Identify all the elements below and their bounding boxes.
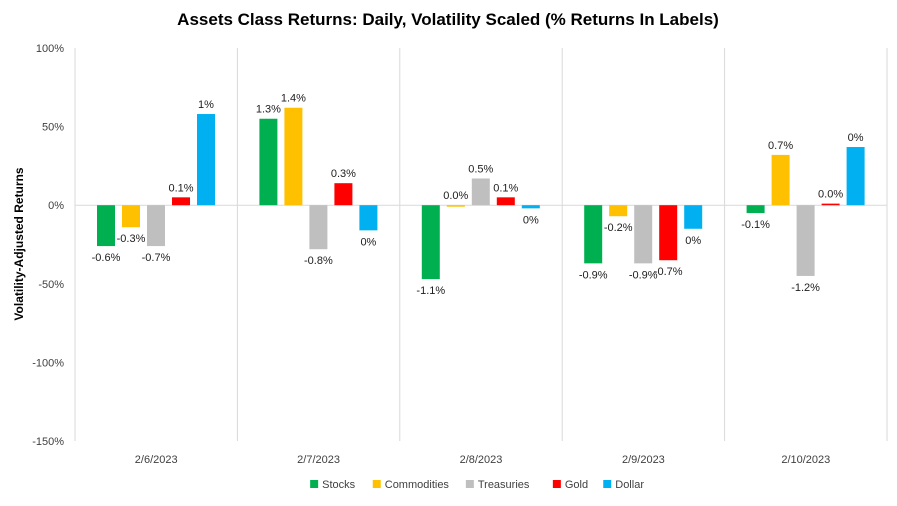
data-label-layer: -0.6% 1.3% -1.1% -0.9% -0.1% -0.3% 1.4% 0.0% -0.… (92, 93, 864, 297)
legend-swatch-gold (552, 480, 561, 488)
bar-treasuries (309, 205, 328, 250)
chart-title: Assets Class Returns: Daily, Volatility … (177, 10, 719, 29)
data-label: 1.4% (281, 93, 306, 105)
bar-treasuries (147, 205, 165, 247)
data-label: -0.1% (741, 219, 770, 231)
bar-stocks (746, 205, 765, 214)
legend-label-stocks: Stocks (322, 479, 356, 491)
data-label: 0.1% (493, 182, 518, 194)
data-label: 0.7% (768, 140, 793, 152)
legend-label-gold: Gold (565, 479, 588, 491)
bar-stocks (97, 205, 115, 247)
legend-swatch-treasuries (465, 480, 474, 488)
x-tick-label: 2/9/2023 (622, 454, 665, 466)
x-tick-label: 2/8/2023 (460, 454, 503, 466)
bar-gold (334, 183, 353, 206)
data-label: 0.3% (331, 168, 356, 180)
x-tick-label: 2/7/2023 (297, 454, 340, 466)
y-axis-label: Volatility-Adjusted Returns (12, 167, 26, 320)
data-label: 1% (198, 99, 214, 111)
y-tick-label: -50% (38, 279, 64, 291)
data-label: -0.7% (142, 252, 171, 264)
bar-gold (172, 197, 190, 206)
y-tick-label: 100% (36, 43, 64, 55)
bar-treasuries (634, 205, 653, 264)
data-label: 0% (848, 132, 864, 144)
bar-commodities (609, 205, 628, 217)
data-label: -1.1% (416, 285, 445, 297)
bar-commodities (446, 205, 465, 207)
legend-swatch-dollar (603, 480, 612, 488)
bar-commodities (771, 154, 790, 206)
bar-gold (496, 197, 515, 206)
bar-dollar (521, 205, 540, 209)
bar-commodities (284, 107, 303, 206)
data-label: 0% (685, 235, 701, 247)
y-tick-label: -150% (32, 436, 64, 448)
legend-label-dollar: Dollar (615, 479, 644, 491)
bar-commodities (122, 205, 140, 228)
data-label: -1.2% (791, 282, 820, 294)
y-tick-label: -100% (32, 357, 64, 369)
data-label: 0.0% (818, 189, 843, 201)
y-tick-label: 0% (48, 200, 64, 212)
legend-swatch-stocks (310, 480, 319, 488)
x-tick-label: 2/6/2023 (135, 454, 178, 466)
legend-label-treasuries: Treasuries (478, 479, 530, 491)
legend-swatch-commodities (372, 480, 381, 488)
bar-stocks (584, 205, 603, 264)
data-label: 0.5% (468, 163, 493, 175)
y-tick-label: 50% (42, 122, 64, 134)
bar-dollar (684, 205, 703, 229)
data-label: -0.8% (304, 255, 333, 267)
bar-gold (821, 203, 840, 206)
data-label: -0.7% (654, 266, 683, 278)
bar-layer (97, 107, 865, 280)
bar-dollar (359, 205, 378, 231)
data-label: 0.0% (443, 190, 468, 202)
data-label: -0.3% (117, 233, 146, 245)
data-label: -0.6% (92, 252, 121, 264)
x-tick-label: 2/10/2023 (781, 454, 830, 466)
bar-stocks (259, 118, 278, 206)
data-label: 1.3% (256, 104, 281, 116)
legend: Stocks Commodities Treasuries Gold Dollar (310, 479, 644, 491)
data-label: -0.2% (604, 222, 633, 234)
bar-dollar (197, 114, 215, 206)
data-label: -0.9% (579, 269, 608, 281)
data-label: -0.9% (629, 269, 658, 281)
bar-treasuries (471, 178, 490, 206)
bar-gold (659, 205, 678, 261)
data-label: 0% (360, 236, 376, 248)
data-label: 0.1% (168, 182, 193, 194)
bar-stocks (421, 205, 440, 280)
bar-treasuries (796, 205, 815, 276)
bar-dollar (846, 147, 865, 206)
data-label: 0% (523, 214, 539, 226)
legend-label-commodities: Commodities (385, 479, 450, 491)
